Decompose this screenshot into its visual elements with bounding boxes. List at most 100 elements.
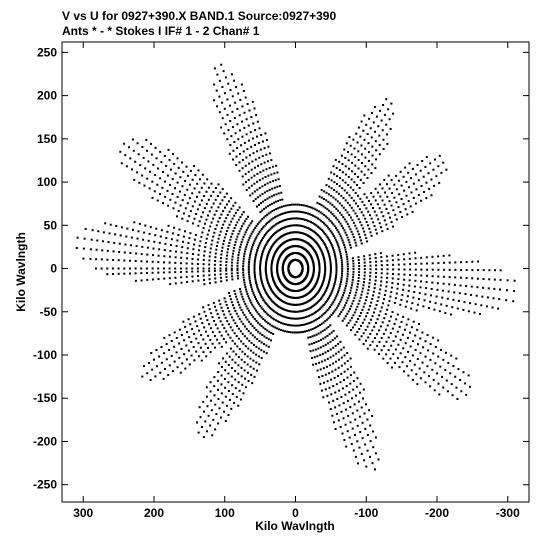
uv-point	[223, 220, 226, 223]
uv-point	[316, 256, 319, 259]
uv-point	[216, 245, 218, 247]
uv-point	[141, 245, 144, 248]
uv-point	[437, 339, 440, 342]
uv-point	[332, 354, 335, 357]
uv-point	[445, 351, 447, 354]
uv-point	[294, 217, 297, 220]
uv-point	[298, 203, 301, 206]
uv-point	[380, 349, 383, 352]
uv-point	[352, 270, 355, 273]
uv-point	[365, 196, 368, 199]
uv-point	[225, 203, 228, 206]
uv-point	[248, 258, 251, 261]
uv-point	[160, 346, 163, 348]
uv-point	[271, 260, 274, 263]
uv-point	[423, 299, 426, 302]
uv-point	[381, 321, 384, 324]
uv-point	[371, 415, 374, 417]
uv-point	[395, 201, 398, 204]
uv-point	[414, 202, 417, 205]
uv-point	[374, 436, 377, 439]
x-tick-label: 300	[73, 506, 93, 520]
uv-point	[283, 315, 286, 318]
uv-point	[335, 273, 338, 276]
uv-point	[222, 70, 225, 73]
uv-point	[363, 277, 366, 280]
uv-point	[264, 266, 267, 269]
uv-point	[214, 273, 216, 276]
uv-point	[254, 226, 257, 229]
uv-point	[392, 263, 395, 266]
uv-point	[349, 357, 352, 360]
uv-point	[513, 290, 516, 292]
uv-point	[375, 304, 378, 306]
uv-point	[360, 242, 363, 245]
uv-point	[383, 298, 385, 301]
uv-point	[223, 195, 226, 198]
uv-point	[300, 210, 302, 213]
uv-point	[250, 184, 253, 187]
uv-point	[404, 356, 407, 359]
uv-point	[254, 256, 257, 259]
uv-point	[274, 179, 277, 182]
uv-point	[188, 183, 191, 186]
uv-point	[336, 183, 338, 185]
uv-point	[360, 224, 363, 227]
uv-point	[493, 287, 496, 290]
uv-point	[220, 345, 223, 348]
uv-point	[310, 221, 312, 224]
uv-point	[259, 275, 262, 278]
uv-point	[263, 207, 266, 210]
uv-point	[204, 342, 207, 345]
uv-point	[470, 285, 473, 288]
uv-point	[261, 297, 264, 300]
uv-point	[375, 268, 378, 271]
uv-point	[331, 339, 334, 342]
uv-point	[375, 158, 377, 161]
uv-point	[265, 257, 268, 260]
uv-point	[258, 243, 261, 246]
uv-point	[267, 240, 270, 242]
uv-point	[325, 199, 328, 202]
uv-point	[323, 311, 326, 314]
uv-point	[253, 166, 256, 169]
uv-point	[354, 294, 357, 297]
uv-point	[320, 322, 323, 325]
uv-point	[227, 333, 230, 336]
uv-point	[329, 356, 332, 359]
uv-point	[319, 248, 322, 250]
uv-point	[201, 322, 204, 325]
uv-point	[334, 308, 337, 311]
uv-point	[318, 218, 321, 221]
uv-point	[175, 337, 178, 339]
uv-point	[447, 361, 450, 364]
uv-point	[265, 242, 268, 245]
uv-point	[332, 247, 334, 250]
uv-point	[252, 359, 255, 362]
uv-point	[217, 220, 220, 223]
uv-point	[414, 348, 417, 351]
uv-point	[241, 158, 244, 161]
uv-point	[234, 369, 237, 372]
uv-point	[287, 211, 290, 214]
uv-point	[204, 241, 207, 244]
uv-point	[270, 265, 273, 268]
uv-point	[429, 300, 432, 303]
uv-point	[179, 271, 182, 273]
uv-point	[322, 396, 325, 399]
uv-point	[348, 391, 351, 394]
uv-point	[309, 228, 312, 231]
y-axis-label: Kilo Wavlngth	[14, 232, 28, 312]
uv-point	[323, 262, 326, 265]
uv-point	[340, 204, 343, 207]
uv-point	[349, 228, 352, 231]
uv-point	[321, 352, 324, 355]
uv-point	[346, 223, 349, 226]
uv-point	[309, 350, 312, 353]
uv-point	[319, 227, 322, 230]
uv-point	[216, 195, 219, 198]
uv-point	[345, 324, 348, 327]
uv-point	[460, 269, 463, 271]
uv-point	[323, 231, 326, 234]
uv-point	[151, 368, 154, 371]
